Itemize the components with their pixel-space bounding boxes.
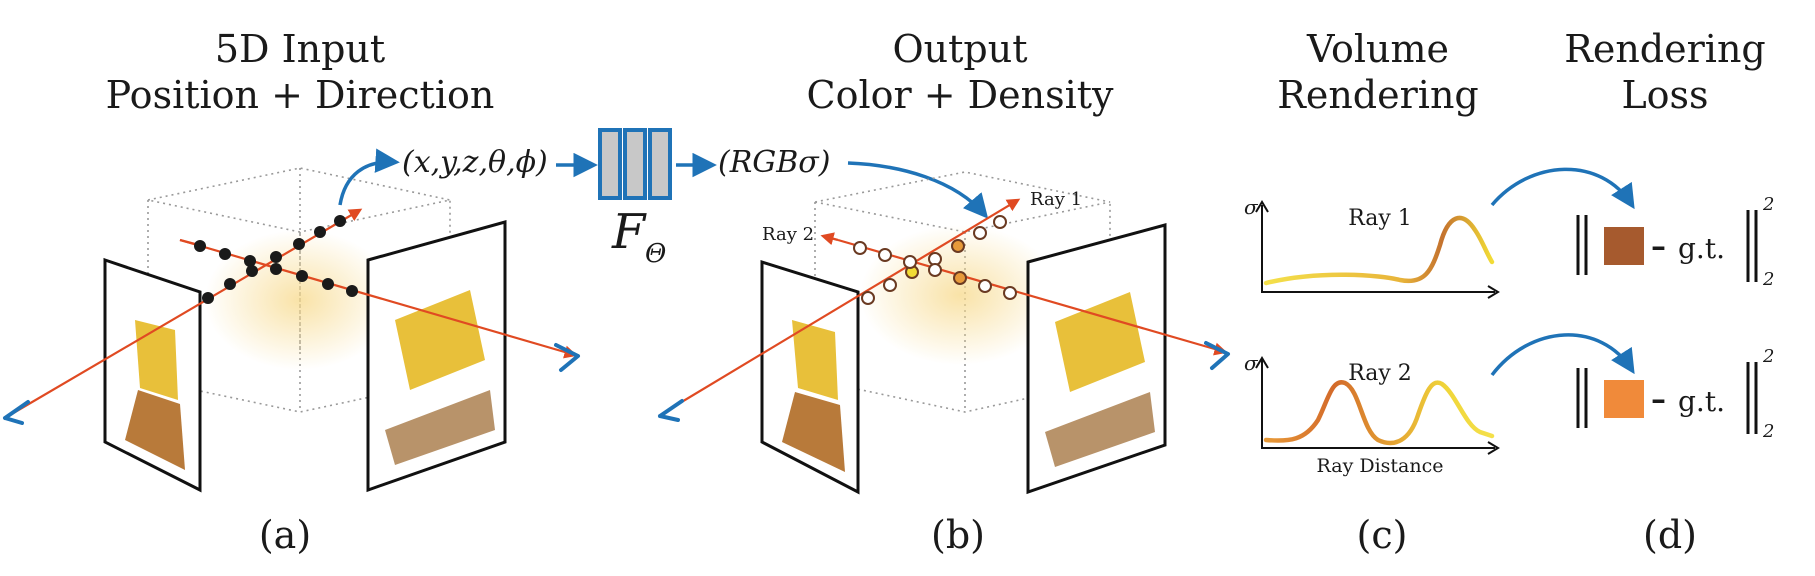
panel-a-camera-left-arrowhead: [3, 400, 30, 425]
plot2-y-arrowhead: [1255, 356, 1269, 369]
loss2-curved-arrow: [1490, 333, 1635, 377]
panel-b-title-line2: Color + Density: [807, 73, 1115, 117]
panel-b-title-line1: Output: [893, 27, 1028, 71]
plot2-density-curve: [1263, 380, 1495, 446]
loss1-rendered-swatch: [1604, 227, 1644, 265]
panel-a-left-image-plane: [103, 257, 202, 493]
loss1-superscript: 2: [1762, 194, 1774, 215]
plot1-ylabel: σ: [1244, 195, 1259, 219]
volume-plot-ray-2: σ Ray 2 Ray Distance: [1244, 351, 1500, 477]
loss2-dash: –: [1651, 382, 1666, 417]
panel-b-scene: [658, 161, 1230, 495]
plot2-xlabel: Ray Distance: [1317, 455, 1444, 477]
network-subscript: Θ: [645, 239, 666, 269]
output-tuple: (RGBσ): [718, 145, 831, 180]
panel-a-to-input-arrow: [338, 148, 400, 206]
output-to-scene-arrow: [847, 161, 989, 219]
plot1-x-arrowhead: [1487, 285, 1500, 299]
plot1-y-arrowhead: [1255, 200, 1269, 213]
panel-a-camera-right-arrowhead: [554, 343, 580, 372]
panel-b-sample-points: [853, 215, 1017, 305]
volume-plot-ray-1: σ Ray 1: [1244, 195, 1500, 299]
panel-c-label: (c): [1357, 513, 1408, 557]
panel-d-title-line1: Rendering: [1564, 27, 1766, 71]
panel-c-title-line1: Volume: [1306, 27, 1449, 71]
panel-b-camera-right-arrowhead: [1204, 341, 1230, 370]
loss1-dash: –: [1651, 229, 1666, 264]
plot1-axes: [1261, 205, 1495, 293]
network-symbol: F: [611, 204, 647, 260]
panel-d-label: (d): [1643, 513, 1697, 557]
plot2-ylabel: σ: [1244, 351, 1259, 375]
loss-row-2: – g.t. 2 2: [1490, 333, 1774, 442]
plot2-x-arrowhead: [1487, 441, 1500, 455]
loss2-subscript: 2: [1762, 421, 1774, 442]
panel-d-title-line2: Loss: [1621, 73, 1708, 117]
panel-a-title-line2: Position + Direction: [106, 73, 495, 117]
ray-2-label: Ray 2: [762, 224, 814, 245]
plot2-axes: [1261, 360, 1495, 449]
loss1-subscript: 2: [1762, 269, 1774, 290]
loss1-curved-arrow: [1490, 167, 1635, 210]
plot1-density-curve: [1263, 215, 1495, 286]
loss2-rendered-swatch: [1604, 380, 1644, 418]
loss2-superscript: 2: [1762, 346, 1774, 367]
network-block: [598, 128, 672, 200]
panel-a-right-image-plane: [366, 220, 507, 493]
panel-a-title-line1: 5D Input: [215, 27, 385, 71]
ray-1-label: Ray 1: [1030, 189, 1082, 210]
panel-b-ray-1: [664, 198, 1021, 413]
loss2-gt-label: g.t.: [1678, 385, 1725, 418]
panel-a-scene: [3, 148, 580, 493]
panel-c-title-line2: Rendering: [1277, 73, 1479, 117]
loss1-gt-label: g.t.: [1678, 232, 1725, 265]
panel-b-ray-2: [837, 238, 1228, 356]
panel-a-label: (a): [259, 513, 311, 557]
input-tuple: (x,y,z,θ,ϕ): [402, 145, 548, 180]
panel-b-label: (b): [931, 513, 985, 557]
panel-b-camera-left-arrowhead: [658, 399, 684, 422]
panel-a-sample-points: [194, 215, 358, 304]
plot1-title: Ray 1: [1348, 206, 1412, 231]
plot2-title: Ray 2: [1348, 361, 1412, 386]
panel-a-ray-2-tail: [179, 238, 196, 246]
panel-b-ray-2-tail: [820, 232, 839, 246]
loss-row-1: – g.t. 2 2: [1490, 167, 1774, 290]
panel-b-left-image-plane: [760, 259, 860, 495]
panel-b-right-image-plane: [1026, 223, 1167, 495]
